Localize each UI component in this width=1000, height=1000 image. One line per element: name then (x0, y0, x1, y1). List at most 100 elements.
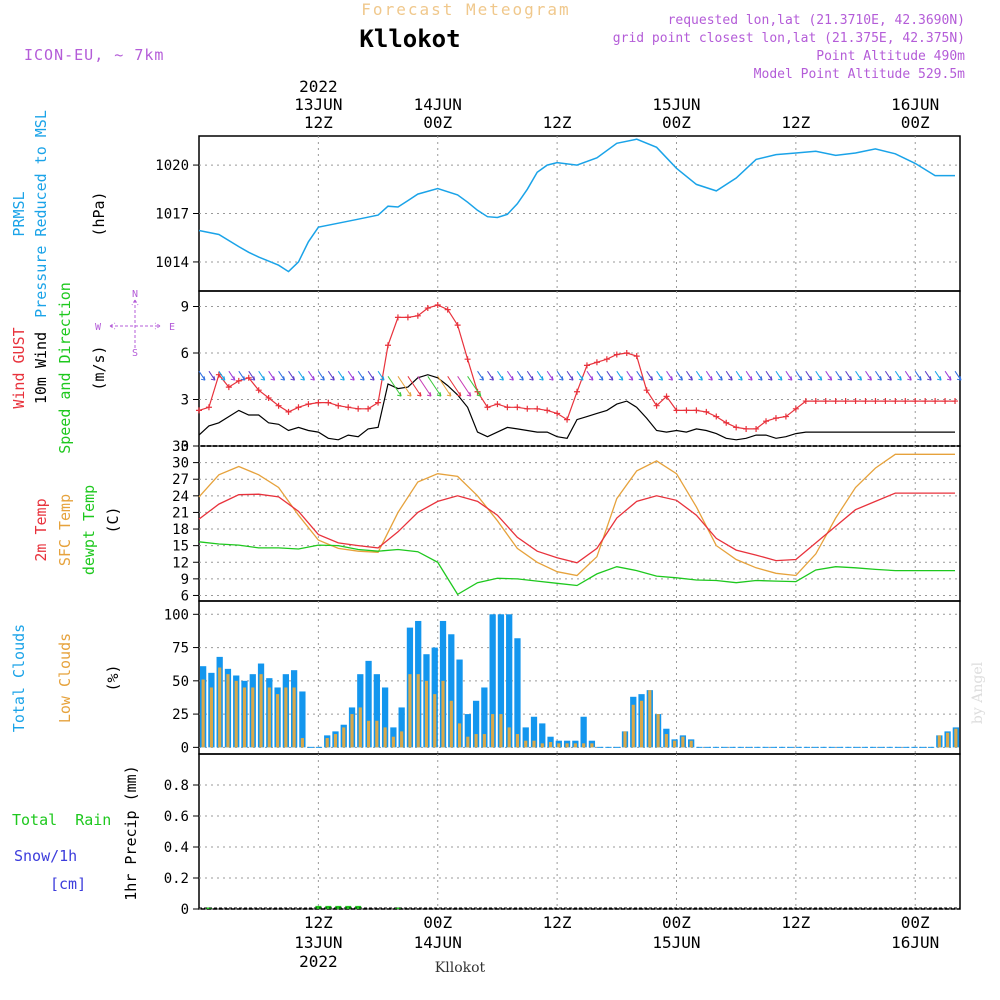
gust-marker (444, 306, 451, 313)
bottom-year-label: 2022 (299, 952, 338, 971)
y-tick-label: 15 (172, 539, 189, 555)
gust-marker (812, 398, 819, 405)
y-tick-label: 6 (181, 588, 189, 604)
gust-marker (852, 398, 859, 405)
wind-arrow (626, 370, 634, 381)
gust-marker (305, 401, 312, 408)
gust-marker (892, 398, 899, 405)
gust-marker (613, 351, 620, 358)
wind-arrow (516, 370, 524, 381)
wind-arrow (298, 370, 305, 381)
bottom-hour-label: 00Z (423, 913, 452, 932)
gust-marker (315, 399, 322, 406)
top-date-label: 16JUN (891, 95, 939, 114)
y-tick-label: 0 (181, 740, 189, 756)
wind-arrow (904, 370, 912, 381)
wind-arrow (884, 370, 892, 381)
total-cloud-bar (373, 674, 380, 748)
y-tick-label: 9 (181, 572, 189, 588)
wind-arrow (477, 370, 485, 381)
wind-arrow (875, 370, 882, 381)
gust-marker (763, 418, 770, 425)
low-cloud-bar (201, 679, 205, 748)
pressure-unit: (hPa) (90, 191, 108, 236)
compass-arrows (109, 299, 161, 350)
total-cloud-bar (514, 638, 521, 748)
gust-marker (394, 314, 401, 321)
low-cloud-bar (325, 738, 329, 748)
rain-bar (355, 905, 362, 909)
gust-marker (623, 350, 630, 356)
low-cloud-bar (540, 743, 544, 748)
y-tick-label: 3 (181, 393, 189, 409)
gust-marker (325, 399, 332, 406)
snow-label: Snow/1h (14, 847, 77, 865)
gust-marker (454, 322, 461, 329)
top-hour-label: 00Z (423, 113, 452, 132)
gust-marker (653, 402, 660, 409)
compass-s: S (132, 348, 138, 359)
wind-arrow (467, 376, 482, 397)
low-cloud-bar (284, 687, 288, 748)
gust-marker (494, 401, 501, 408)
low-cloud-bar (267, 687, 271, 748)
wind-arrow (914, 370, 922, 381)
gust-marker (743, 425, 750, 432)
gust-marker (484, 404, 491, 411)
gust-marker (912, 398, 919, 405)
low-cloud-bar (234, 680, 238, 748)
total-cloud-bar (299, 691, 306, 748)
sfc-temp-line (198, 453, 955, 577)
wind-arrow (735, 370, 743, 381)
wind-arrow (576, 370, 584, 381)
low-cloud-bar (557, 743, 561, 748)
gust-marker (603, 356, 610, 363)
rain-bar (394, 907, 401, 909)
temp-unit: (C) (104, 506, 122, 533)
low-cloud-bar (590, 743, 594, 748)
top-hour-label: 12Z (781, 113, 810, 132)
top-date-label: 13JUN (294, 95, 342, 114)
model-altitude: Model Point Altitude 529.5m (754, 67, 965, 82)
pressure-label-2: Pressure Reduced to MSL (32, 110, 50, 318)
wind-arrow (805, 370, 813, 381)
footer-location: Kllokot (435, 960, 486, 976)
requested-coords: requested lon,lat (21.3710E, 42.3690N) (668, 13, 965, 28)
wind-panel: 0 3 6 9 (181, 290, 962, 455)
gust-marker (673, 407, 680, 414)
y-tick-label: 6 (181, 346, 189, 362)
wind-arrow (606, 370, 614, 381)
wind-arrow (357, 370, 365, 381)
wind-arrow (198, 370, 206, 381)
snow-unit: [cm] (50, 875, 86, 893)
gust-marker (196, 407, 202, 414)
y-tick-label: 0.4 (164, 840, 189, 856)
wind-arrow (397, 376, 412, 397)
y-tick-label: 30 (172, 456, 189, 472)
wind-arrow (308, 370, 315, 381)
gust-marker (733, 424, 740, 431)
top-hour-label: 12Z (304, 113, 333, 132)
gust-marker (524, 405, 531, 412)
total-cloud-bar (448, 634, 455, 748)
low-cloud-bar (664, 734, 668, 748)
low-cloud-bar (582, 743, 586, 748)
low-cloud-bar (375, 720, 379, 748)
wind-arrow (417, 376, 432, 397)
wind-arrow (317, 370, 325, 381)
low-cloud-bar (474, 734, 478, 748)
gust-marker (424, 305, 431, 312)
top-hour-label: 00Z (662, 113, 691, 132)
panel-frame (198, 445, 961, 602)
wind-arrow (347, 370, 355, 381)
total-cloud-bar (506, 614, 513, 748)
low-cloud-bar (548, 742, 553, 748)
bottom-hour-label: 12Z (543, 913, 572, 932)
location-title: Kllokot (359, 25, 460, 53)
low-cloud-bar (466, 736, 470, 748)
bottom-hour-label: 00Z (901, 913, 930, 932)
low-cloud-bar (491, 714, 495, 748)
gust-marker (375, 399, 382, 406)
wind-arrow (268, 370, 276, 381)
t2m-line (198, 492, 955, 564)
